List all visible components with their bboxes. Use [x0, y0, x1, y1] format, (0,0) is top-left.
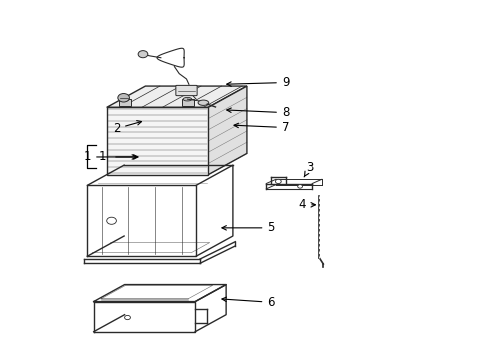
Circle shape: [106, 217, 116, 224]
Circle shape: [138, 51, 147, 58]
Polygon shape: [106, 107, 208, 175]
Text: 1: 1: [83, 150, 136, 163]
Text: 7: 7: [234, 121, 289, 134]
Text: 3: 3: [304, 161, 313, 177]
Text: 5: 5: [222, 221, 274, 234]
Text: 4: 4: [298, 198, 315, 211]
Ellipse shape: [120, 98, 129, 101]
Bar: [119, 99, 131, 105]
Text: 8: 8: [226, 106, 289, 119]
Circle shape: [124, 315, 130, 320]
Text: 2: 2: [112, 121, 141, 135]
Polygon shape: [208, 86, 246, 175]
FancyBboxPatch shape: [176, 85, 197, 96]
Bar: [181, 99, 193, 105]
Circle shape: [275, 179, 281, 184]
Polygon shape: [106, 86, 246, 107]
Circle shape: [118, 94, 129, 102]
Ellipse shape: [183, 98, 191, 101]
Circle shape: [297, 185, 302, 188]
Text: 1: 1: [98, 149, 106, 163]
Text: 9: 9: [226, 76, 289, 89]
Text: 6: 6: [222, 296, 274, 309]
Ellipse shape: [198, 100, 208, 105]
